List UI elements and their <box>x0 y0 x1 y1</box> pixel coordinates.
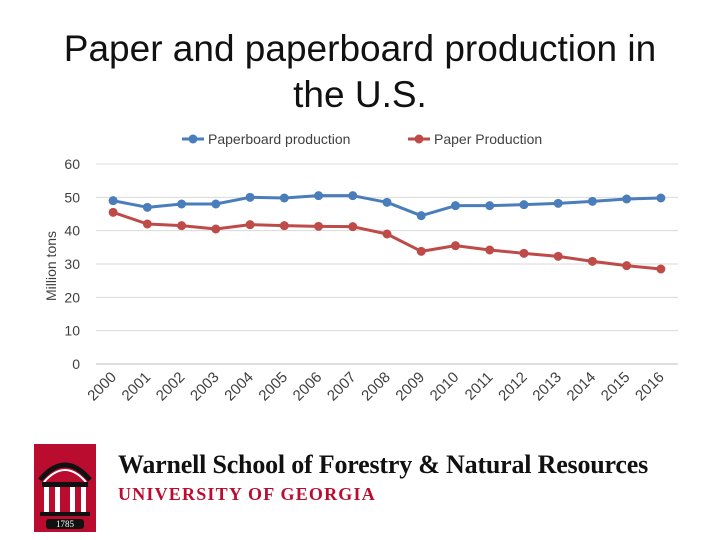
x-tick-label: 2008 <box>358 369 394 405</box>
x-tick-label: 2012 <box>495 369 531 405</box>
x-tick-label: 2009 <box>392 369 428 405</box>
chart-title: Paper and paperboard production in the U… <box>40 26 680 118</box>
chart-title-line1: Paper and paperboard production in <box>63 28 657 69</box>
school-name: Warnell School of Forestry & Natural Res… <box>118 450 648 479</box>
y-axis-label: Million tons <box>43 231 59 301</box>
data-point <box>314 221 324 231</box>
university-name: UNIVERSITY OF GEORGIA <box>118 484 376 504</box>
data-point <box>553 251 563 261</box>
data-point <box>519 200 529 210</box>
x-tick-label: 2001 <box>119 369 155 405</box>
legend: Paperboard production Paper Production <box>182 131 542 147</box>
y-tick-label: 50 <box>64 189 80 205</box>
data-point <box>587 256 597 266</box>
y-axis-ticks: 0 10 20 30 40 50 60 <box>64 156 80 372</box>
legend-label: Paper Production <box>434 131 542 147</box>
x-tick-label: 2002 <box>153 369 189 405</box>
data-point <box>314 191 324 201</box>
data-point <box>108 196 118 206</box>
data-point <box>382 197 392 207</box>
data-point <box>142 202 152 212</box>
data-point <box>485 245 495 255</box>
x-tick-label: 2005 <box>256 369 292 405</box>
data-point <box>622 194 632 204</box>
legend-item: Paper Production <box>408 131 542 147</box>
data-point <box>108 207 118 217</box>
data-point <box>279 193 289 203</box>
series-line <box>112 210 662 271</box>
data-point <box>245 220 255 230</box>
legend-marker <box>188 134 198 144</box>
x-tick-label: 2007 <box>324 369 360 405</box>
x-tick-label: 2014 <box>564 369 600 405</box>
data-point <box>177 221 187 231</box>
data-point <box>587 196 597 206</box>
legend-item: Paperboard production <box>182 131 350 147</box>
x-tick-label: 2015 <box>598 369 634 405</box>
data-point <box>177 199 187 209</box>
data-point <box>211 224 221 234</box>
x-tick-label: 2000 <box>84 369 120 405</box>
legend-label: Paperboard production <box>208 131 350 147</box>
data-point <box>382 229 392 239</box>
uga-arch-logo: 1785 <box>34 444 96 532</box>
x-tick-label: 2011 <box>462 369 497 404</box>
data-point <box>485 201 495 211</box>
data-point <box>211 199 221 209</box>
logo-year: 1785 <box>56 519 75 529</box>
data-point <box>416 246 426 256</box>
x-tick-label: 2013 <box>529 369 565 405</box>
x-tick-label: 2004 <box>221 369 257 405</box>
x-axis-ticks: 2000200120022003200420052006200720082009… <box>84 369 667 405</box>
data-point <box>656 264 666 274</box>
data-point <box>348 191 358 201</box>
data-point <box>279 221 289 231</box>
y-tick-label: 10 <box>64 323 80 339</box>
x-tick-label: 2003 <box>187 369 223 405</box>
gridlines <box>96 163 678 365</box>
data-point <box>348 222 358 232</box>
y-tick-label: 0 <box>72 356 80 372</box>
y-tick-label: 30 <box>64 256 80 272</box>
data-point <box>450 241 460 251</box>
y-tick-label: 60 <box>64 156 80 172</box>
data-point <box>450 201 460 211</box>
chart-title-line2: the U.S. <box>293 74 427 115</box>
series-1 <box>108 191 666 221</box>
y-tick-label: 20 <box>64 289 80 305</box>
x-tick-label: 2006 <box>290 369 326 405</box>
data-point <box>553 198 563 208</box>
data-point <box>416 211 426 221</box>
x-tick-label: 2010 <box>427 369 463 405</box>
data-point <box>142 219 152 229</box>
data-point <box>519 248 529 258</box>
x-tick-label: 2016 <box>632 369 668 405</box>
legend-marker <box>414 134 424 144</box>
data-point <box>245 192 255 202</box>
y-tick-label: 40 <box>64 223 80 239</box>
data-point <box>656 193 666 203</box>
data-point <box>622 261 632 271</box>
series-group <box>108 191 666 274</box>
series-2 <box>108 207 666 274</box>
